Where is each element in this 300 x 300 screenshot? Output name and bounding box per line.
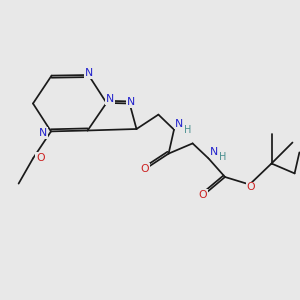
- Text: O: O: [140, 164, 149, 174]
- Text: N: N: [106, 94, 114, 104]
- Text: O: O: [199, 190, 207, 200]
- Text: H: H: [219, 152, 226, 162]
- Text: H: H: [184, 125, 192, 135]
- Text: N: N: [209, 147, 218, 157]
- Text: N: N: [84, 68, 93, 79]
- Text: N: N: [39, 128, 48, 138]
- Text: O: O: [247, 182, 255, 193]
- Text: N: N: [175, 118, 183, 129]
- Text: O: O: [36, 153, 45, 163]
- Text: N: N: [127, 97, 135, 107]
